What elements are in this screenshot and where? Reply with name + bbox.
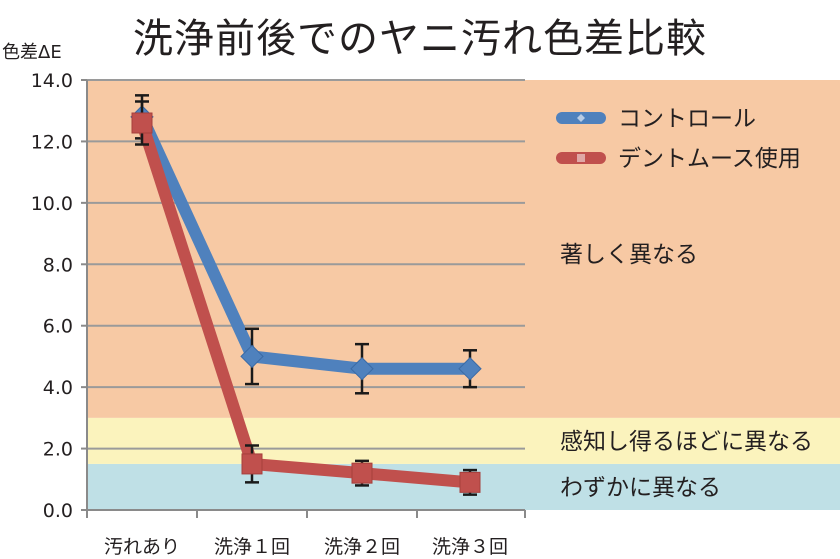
y-tick-label: 12.0 — [31, 131, 73, 153]
band-label-0: わずかに異なる — [560, 475, 721, 501]
chart-title: 洗浄前後でのヤニ汚れ色差比較 — [133, 16, 707, 62]
data-point — [131, 112, 153, 134]
x-tick-label: 洗浄１回 — [214, 536, 290, 558]
y-tick-label: 6.0 — [43, 316, 73, 338]
y-tick-label: 10.0 — [31, 193, 73, 215]
y-axis-label: 色差ΔE — [2, 42, 62, 63]
legend-marker-0 — [577, 114, 585, 122]
series-line-0 — [136, 114, 470, 375]
y-tick-label: 4.0 — [43, 377, 73, 399]
y-tick-label: 8.0 — [43, 254, 73, 276]
x-tick-label: 洗浄３回 — [432, 536, 508, 558]
legend-label-0: コントロール — [618, 106, 756, 132]
y-tick-label: 0.0 — [43, 500, 73, 522]
data-point — [458, 357, 482, 381]
data-point — [351, 462, 373, 484]
series-line-1 — [136, 121, 471, 489]
data-point — [241, 453, 263, 475]
data-point — [350, 357, 374, 381]
data-point — [240, 344, 264, 369]
data-point — [459, 471, 481, 493]
x-tick-label: 洗浄２回 — [324, 536, 400, 558]
y-tick-label: 14.0 — [31, 70, 73, 92]
y-tick-label: 2.0 — [43, 439, 73, 461]
legend-marker-1 — [577, 154, 585, 162]
band-1 — [87, 417, 840, 464]
legend-label-1: デントムース使用 — [618, 146, 801, 172]
band-label-1: 感知し得るほどに異なる — [560, 429, 813, 455]
x-tick-label: 汚れあり — [104, 536, 180, 558]
band-label-2: 著しく異なる — [560, 242, 698, 268]
band-2 — [87, 80, 840, 418]
